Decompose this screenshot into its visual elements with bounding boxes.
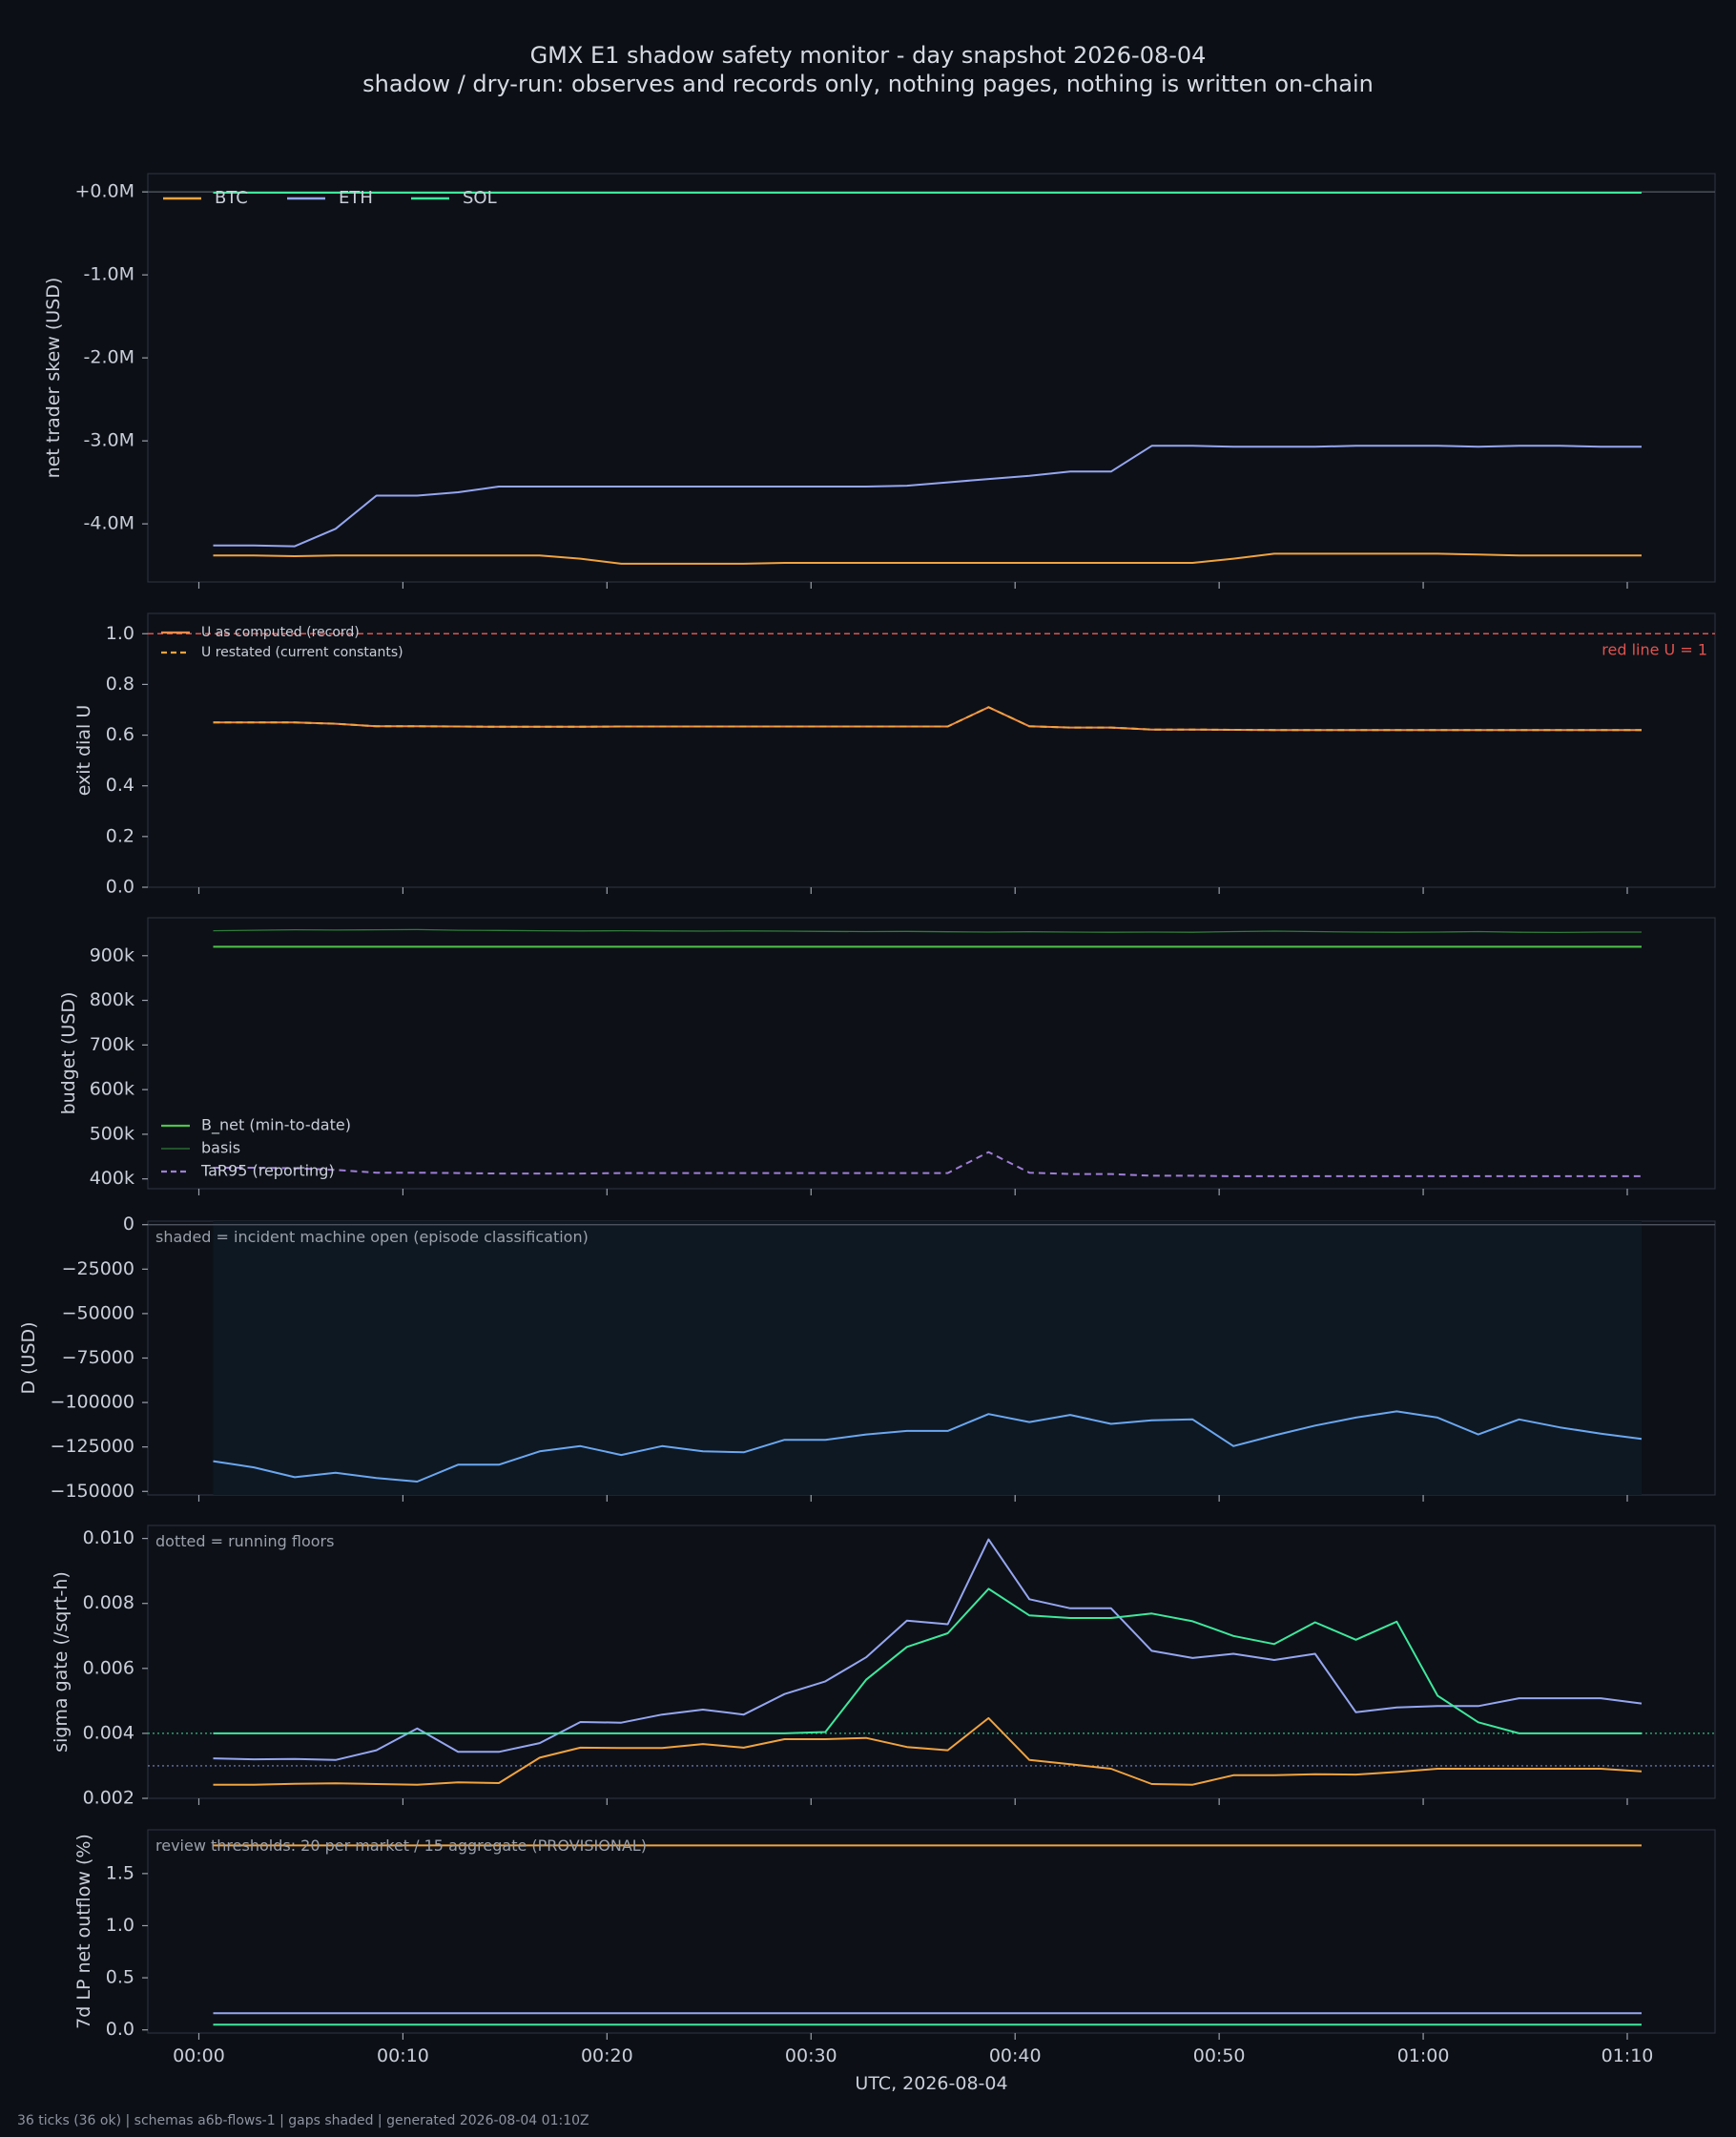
y-tick-label: 400k bbox=[90, 1168, 134, 1189]
series-line-btc bbox=[213, 1716, 1643, 1786]
y-tick-label: −25000 bbox=[62, 1258, 134, 1279]
y-tick-label: −100000 bbox=[51, 1392, 134, 1413]
series-line-eth bbox=[213, 1538, 1643, 1761]
chart-subtitle: shadow / dry-run: observes and records o… bbox=[362, 71, 1374, 97]
y-axis-label: sigma gate (/sqrt-h) bbox=[51, 1571, 72, 1753]
y-axis-label: D (USD) bbox=[18, 1321, 39, 1394]
panel-exit_dial: red line U = 1 0.0 0.2 0.4 0.6 0.8 1.0 exit dia… bbox=[73, 612, 1716, 898]
footer-status: 36 ticks (36 ok) | schemas a6b-flows-1 |… bbox=[17, 2113, 589, 2128]
panel-frame bbox=[147, 1525, 1716, 1799]
y-tick-label: 0.0 bbox=[106, 2019, 134, 2040]
y-tick-label: 0.5 bbox=[106, 1967, 134, 1988]
y-tick-label: 0.0 bbox=[106, 877, 134, 898]
y-tick-label: 0.006 bbox=[83, 1657, 134, 1678]
panel-annotation: dotted = running floors bbox=[155, 1532, 334, 1550]
legend-entry: SOL bbox=[463, 188, 497, 208]
y-tick-label: 0.8 bbox=[106, 674, 134, 695]
y-axis-label: 7d LP net outflow (%) bbox=[73, 1834, 94, 2029]
panel-annotation: review thresholds: 20 per market / 15 ag… bbox=[155, 1836, 647, 1855]
series-line-sol bbox=[213, 1587, 1642, 1734]
panel-skew: +0.0M -1.0M -2.0M -3.0M -4.0M net trader skew… bbox=[43, 173, 1716, 589]
x-tick-label: 01:10 bbox=[1602, 2045, 1654, 2066]
x-axis-label: UTC, 2026-08-04 bbox=[855, 2073, 1007, 2094]
series-line-u-restated-current-constants- bbox=[213, 706, 1642, 732]
legend-entry: B_net (min-to-date) bbox=[201, 1116, 351, 1135]
y-tick-label: -2.0M bbox=[84, 347, 134, 368]
x-tick-label: 01:00 bbox=[1397, 2045, 1450, 2066]
y-tick-label: 0.008 bbox=[83, 1592, 134, 1613]
legend-entry: TaR95 (reporting) bbox=[200, 1162, 335, 1180]
y-tick-label: −150000 bbox=[51, 1481, 134, 1502]
y-axis-label: exit dial U bbox=[73, 705, 94, 797]
series-line-btc bbox=[213, 552, 1642, 565]
panel-frame bbox=[147, 173, 1716, 583]
panel-frame bbox=[147, 1829, 1716, 2034]
x-tick-label: 00:50 bbox=[1193, 2045, 1246, 2066]
y-tick-label: -3.0M bbox=[84, 430, 134, 451]
y-tick-label: 0.010 bbox=[83, 1527, 134, 1548]
y-tick-label: −125000 bbox=[51, 1436, 134, 1457]
panel-D: 0 −25000 −50000 −75000 −100000 −125000 −150000… bbox=[18, 1214, 1716, 1502]
legend-entry: U as computed (record) bbox=[201, 625, 360, 640]
legend-entry: BTC bbox=[215, 188, 248, 208]
y-tick-label: -4.0M bbox=[84, 513, 134, 534]
panel-annotation: shaded = incident machine open (episode … bbox=[155, 1228, 589, 1246]
series-line-tar95-reporting- bbox=[213, 1151, 1642, 1177]
y-tick-label: 0.4 bbox=[106, 775, 134, 796]
y-axis-label: budget (USD) bbox=[58, 992, 79, 1115]
y-tick-label: 0.6 bbox=[106, 724, 134, 745]
y-tick-label: 900k bbox=[90, 944, 134, 965]
x-tick-label: 00:10 bbox=[377, 2045, 429, 2066]
panel-frame bbox=[147, 612, 1716, 888]
chart-title: GMX E1 shadow safety monitor - day snaps… bbox=[529, 42, 1207, 69]
y-tick-label: 1.0 bbox=[106, 623, 134, 644]
panel-frame bbox=[147, 917, 1716, 1190]
y-tick-label: 500k bbox=[90, 1123, 134, 1144]
y-tick-label: 0.2 bbox=[106, 825, 134, 846]
y-tick-label: 1.5 bbox=[106, 1862, 134, 1883]
red-line-label: red line U = 1 bbox=[1602, 640, 1707, 658]
panel-sigma: 0.002 0.004 0.006 0.008 0.010 sigma gate (/sq… bbox=[51, 1525, 1716, 1809]
y-tick-label: 700k bbox=[90, 1034, 134, 1055]
legend-entry: ETH bbox=[339, 188, 373, 208]
y-tick-label: 1.0 bbox=[106, 1915, 134, 1936]
panel-budget: 400k 500k 600k 700k 800k 900k budget (USD) B_ne… bbox=[58, 917, 1716, 1195]
y-tick-label: −50000 bbox=[62, 1302, 134, 1323]
x-tick-label: 00:20 bbox=[581, 2045, 633, 2066]
series-line-basis bbox=[213, 928, 1642, 934]
series-line-d bbox=[213, 1410, 1643, 1483]
x-tick-label: 00:40 bbox=[989, 2045, 1042, 2066]
legend-entry: U restated (current constants) bbox=[201, 645, 403, 660]
y-tick-label: 0.004 bbox=[83, 1722, 134, 1743]
legend-entry: basis bbox=[201, 1139, 240, 1157]
y-tick-label: +0.0M bbox=[74, 181, 134, 202]
y-tick-label: −75000 bbox=[62, 1347, 134, 1368]
y-tick-label: 0 bbox=[123, 1214, 134, 1234]
x-tick-label: 00:00 bbox=[173, 2045, 225, 2066]
y-tick-label: -1.0M bbox=[84, 264, 134, 285]
y-tick-label: 600k bbox=[90, 1079, 134, 1100]
y-axis-label: net trader skew (USD) bbox=[43, 278, 64, 479]
incident-shade bbox=[213, 1221, 1642, 1495]
panel-lp_outflow: 0.0 0.5 1.0 1.5 7d LP net outflow (%) review … bbox=[73, 1829, 1716, 2040]
y-tick-label: 800k bbox=[90, 989, 134, 1010]
series-line-eth bbox=[213, 445, 1642, 548]
x-tick-label: 00:30 bbox=[785, 2045, 837, 2066]
y-tick-label: 0.002 bbox=[83, 1788, 134, 1809]
